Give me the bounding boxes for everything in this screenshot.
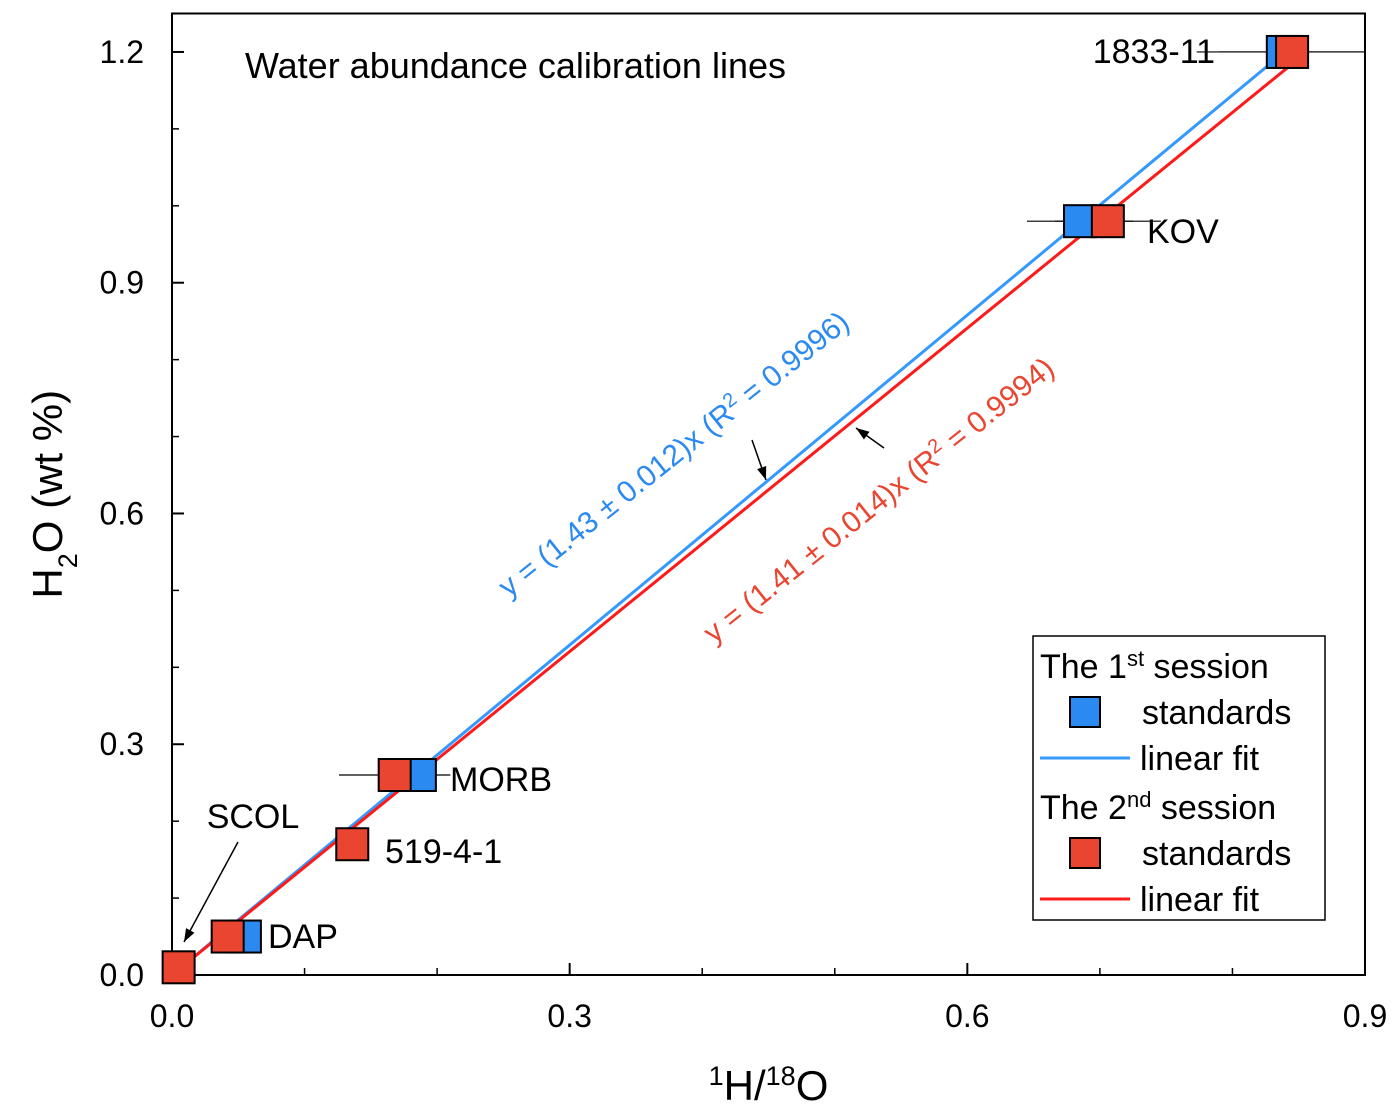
- y-tick-label: 0.0: [100, 957, 144, 993]
- legend-title-part: session: [1144, 648, 1269, 686]
- fit-equation-part: = 0.9996): [729, 305, 856, 415]
- y-axis-label: H2O (wt %): [24, 390, 83, 599]
- arrow-head: [757, 466, 767, 480]
- legend-title: The 1st session: [1040, 646, 1269, 687]
- sample-label: 1833-11: [1093, 33, 1215, 71]
- marker: [210, 919, 245, 954]
- arrow-head: [184, 928, 195, 942]
- x-axis-label-part: O: [796, 1062, 829, 1109]
- marker: [377, 758, 412, 793]
- fit-equation-part: y = (1.43 ± 0.012)x (R: [492, 397, 740, 604]
- legend-box: [1032, 635, 1326, 921]
- y-tick-label: 0.9: [100, 265, 144, 301]
- x-tick-label: 0.0: [150, 998, 194, 1034]
- x-tick-label: 0.9: [1343, 998, 1387, 1034]
- marker: [1090, 204, 1125, 239]
- y-tick-label: 0.6: [100, 495, 144, 531]
- y-tick-label: 1.2: [100, 34, 144, 70]
- pointer-arrow: [183, 841, 239, 943]
- plot-frame: [171, 12, 1366, 976]
- legend-label: standards: [1142, 835, 1291, 873]
- x-axis-label-part: 1: [709, 1061, 724, 1091]
- legend-title-part: nd: [1127, 787, 1151, 812]
- sample-label: MORB: [450, 761, 552, 799]
- arrow-head: [856, 428, 870, 440]
- sample-label: DAP: [268, 918, 338, 956]
- y-axis-label-part: O (wt %): [24, 390, 71, 553]
- y-axis-label-part: H: [24, 568, 71, 598]
- legend-title-part: session: [1151, 789, 1276, 827]
- marker: [335, 827, 370, 862]
- legend-title-part: The 2: [1040, 789, 1127, 827]
- fit-equation-part: y = (1.41 ± 0.014)x (R: [697, 443, 945, 650]
- y-tick-label: 0.3: [100, 726, 144, 762]
- legend-marker: [1069, 696, 1101, 728]
- x-axis-label-part: 18: [766, 1061, 796, 1091]
- sample-label: 519-4-1: [385, 833, 502, 871]
- legend-marker: [1069, 837, 1101, 869]
- legend-label: linear fit: [1140, 881, 1260, 919]
- marker: [161, 950, 196, 985]
- y-axis-label-part: 2: [53, 553, 83, 568]
- x-tick-label: 0.3: [547, 998, 591, 1034]
- legend-label: linear fit: [1140, 740, 1260, 778]
- x-axis-label-part: H/: [724, 1062, 766, 1109]
- x-tick-label: 0.6: [945, 998, 989, 1034]
- legend-title-part: The 1: [1040, 648, 1127, 686]
- chart-title: Water abundance calibration lines: [245, 45, 786, 86]
- x-axis-label: 1H/18O: [709, 1061, 829, 1109]
- marker: [1275, 34, 1310, 69]
- sample-label: KOV: [1147, 213, 1219, 251]
- fit-equation-part: = 0.9994): [934, 351, 1061, 461]
- legend-title-part: st: [1127, 646, 1144, 671]
- sample-label: SCOL: [207, 798, 300, 836]
- legend-label: standards: [1142, 694, 1291, 732]
- legend-title: The 2nd session: [1040, 787, 1276, 828]
